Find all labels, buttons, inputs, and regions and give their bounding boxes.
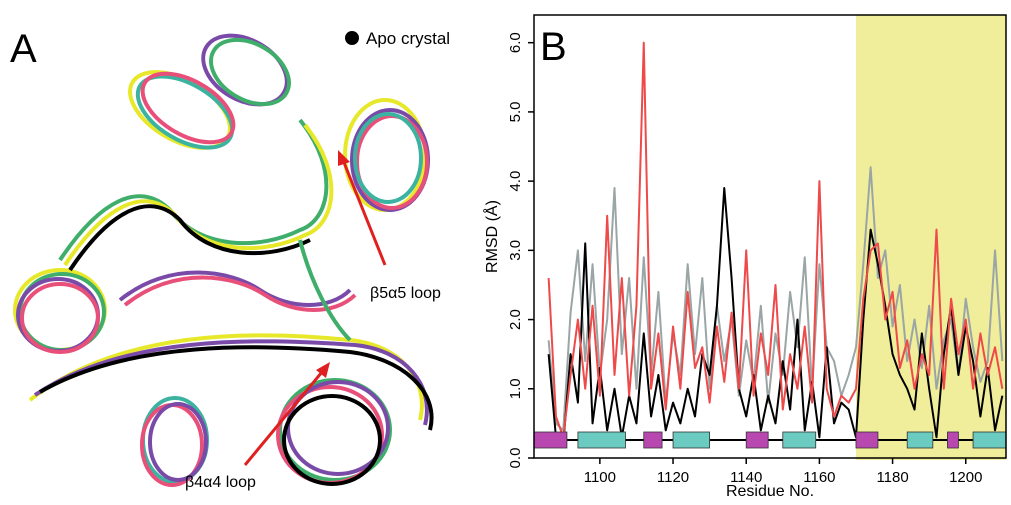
panel-label: A [10, 27, 37, 71]
y-tick-label: 2.0 [507, 309, 524, 330]
ss-element [533, 431, 568, 449]
ss-element [745, 431, 769, 449]
structure-panel: A Apo crystal β5α5 loop β4α4 loop [10, 27, 450, 491]
ss-element [855, 431, 879, 449]
rmsd-line [547, 41, 1004, 439]
arrowhead [338, 150, 350, 166]
y-tick-label: 3.0 [507, 240, 524, 261]
helix-left [13, 268, 107, 354]
arrowhead [316, 362, 330, 378]
y-tick-label: 0.0 [507, 448, 524, 469]
legend-dot [345, 31, 359, 45]
y-tick-label: 1.0 [507, 378, 524, 399]
y-tick-label: 5.0 [507, 101, 524, 122]
x-tick-label: 1140 [730, 469, 762, 486]
highlight-region [855, 15, 1006, 460]
ss-element [782, 431, 817, 449]
arrow [341, 159, 387, 266]
arrow [243, 371, 324, 466]
x-tick-label: 1160 [803, 469, 835, 486]
y-tick-label: 6.0 [507, 32, 524, 53]
annotation: β5α5 loop [370, 285, 441, 302]
x-tick-label: 1200 [949, 469, 982, 486]
helix-bottom [140, 378, 392, 487]
y-tick-label: 4.0 [507, 171, 524, 192]
ss-element [672, 431, 711, 449]
helix-top [128, 33, 291, 150]
legend-text: Apo crystal [366, 29, 450, 48]
x-tick-label: 1180 [876, 469, 908, 486]
x-tick-label: 1120 [657, 469, 689, 486]
ss-element [906, 431, 934, 449]
y-axis-title: RMSD (Å) [482, 200, 501, 273]
annotation: β4α4 loop [185, 474, 256, 491]
ss-element [577, 431, 626, 449]
ss-element [972, 431, 1007, 449]
x-axis-title: Residue No. [726, 483, 814, 500]
plot-frame [533, 14, 1007, 459]
x-tick-label: 1100 [584, 469, 616, 486]
ss-element [643, 431, 663, 449]
ss-element [947, 431, 959, 449]
panel-label: B [540, 25, 567, 69]
loops [28, 118, 434, 431]
helix-right [343, 98, 430, 212]
